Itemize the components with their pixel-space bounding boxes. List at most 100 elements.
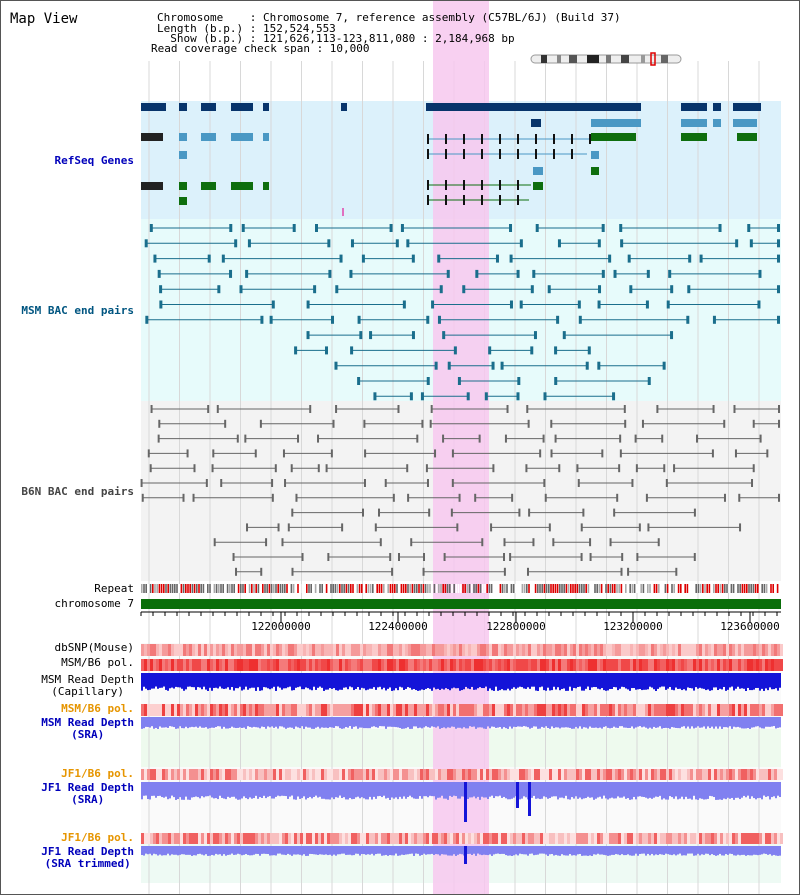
track-label-repeat[interactable]: Repeat	[94, 582, 134, 595]
jf1-depth-trimmed-bar	[417, 846, 419, 854]
jf1-depth-sra-bar	[573, 782, 575, 799]
jf1-depth-sra-bar	[185, 782, 187, 797]
dbsnp-cell	[507, 644, 510, 656]
jf1-depth-sra-bar	[147, 782, 149, 800]
jf1-b6-pol2-cell	[543, 833, 546, 844]
jf1-b6-pol-cell	[327, 769, 330, 780]
repeat-element	[528, 584, 530, 593]
jf1-depth-trimmed-bar	[523, 846, 525, 855]
track-label-msm-b6-pol[interactable]: MSM/B6 pol.	[61, 656, 134, 669]
jf1-depth-sra-bar	[375, 782, 377, 799]
msm-depth-capillary-bar	[473, 673, 475, 690]
jf1-depth-sra-bar	[577, 782, 579, 799]
msm-bac-end	[647, 377, 651, 385]
jf1-depth-sra-bar	[459, 782, 461, 799]
repeat-element	[352, 584, 354, 593]
track-label-refseq[interactable]: RefSeq Genes	[54, 154, 134, 167]
msm-depth-sra-bar	[175, 717, 177, 729]
repeat-element	[743, 584, 746, 593]
jf1-b6-pol-cell	[462, 769, 465, 780]
msm-depth-sra-bar	[365, 717, 367, 729]
repeat-element	[517, 584, 519, 593]
track-label-msm-depth-sra[interactable]: MSM Read Depth (SRA)	[41, 716, 134, 741]
msm-b6-pol2-cell	[237, 704, 240, 716]
msm-bac-end	[585, 361, 589, 370]
dbsnp-cell	[711, 644, 714, 656]
dbsnp-cell	[456, 644, 459, 656]
track-label-b6n-bac[interactable]: B6N BAC end pairs	[21, 485, 134, 498]
track-label-msm-depth-capillary[interactable]: MSM Read Depth (Capillary)	[41, 673, 134, 698]
msm-depth-capillary-bar	[747, 673, 749, 688]
track-label-msm-b6-pol-2[interactable]: MSM/B6 pol.	[61, 702, 134, 715]
refseq-gene	[201, 182, 216, 190]
jf1-depth-trimmed-bar	[145, 846, 147, 854]
jf1-depth-sra-bar	[661, 782, 663, 800]
msm-depth-sra-bar	[779, 717, 781, 728]
msm-depth-sra-bar	[329, 717, 331, 728]
msm-b6-pol2-cell	[762, 704, 765, 716]
jf1-b6-pol2-cell	[741, 833, 744, 844]
jf1-b6-pol-cell	[267, 769, 270, 780]
msm-b6-pol-cell	[192, 659, 195, 671]
jf1-b6-pol2-cell	[456, 833, 459, 844]
msm-depth-sra-bar	[331, 717, 333, 728]
msm-depth-capillary-bar	[479, 673, 481, 688]
track-label-jf1-depth-sra[interactable]: JF1 Read Depth (SRA)	[41, 781, 134, 806]
repeat-element	[178, 584, 180, 593]
jf1-depth-trimmed-bar	[715, 846, 717, 856]
msm-b6-pol-cell	[273, 659, 276, 671]
jf1-depth-sra-bar	[423, 782, 425, 797]
msm-depth-capillary-bar	[349, 673, 351, 687]
refseq-gene	[141, 182, 163, 190]
msm-b6-pol2-cell	[468, 704, 471, 716]
jf1-b6-pol-cell	[264, 769, 267, 780]
msm-b6-pol2-cell	[159, 704, 162, 716]
msm-depth-capillary-bar	[143, 673, 145, 687]
refseq-exon	[553, 149, 555, 159]
msm-depth-capillary-bar	[363, 673, 365, 689]
dbsnp-cell	[345, 644, 348, 656]
msm-depth-capillary-bar	[283, 673, 285, 689]
jf1-b6-pol-cell	[438, 769, 441, 780]
jf1-b6-pol-cell	[771, 769, 774, 780]
jf1-depth-trimmed-bar	[557, 846, 559, 856]
repeat-element	[565, 584, 568, 593]
msm-depth-sra-bar	[565, 717, 567, 728]
msm-depth-capillary-bar	[159, 673, 161, 688]
b6n-bac-end	[277, 523, 280, 532]
jf1-depth-sra-bar	[539, 782, 541, 800]
repeat-element	[343, 584, 345, 593]
track-label-jf1-depth-trimmed[interactable]: JF1 Read Depth (SRA trimmed)	[41, 845, 134, 870]
track-label-jf1-b6-pol[interactable]: JF1/B6 pol.	[61, 767, 134, 780]
msm-depth-capillary-bar	[371, 673, 373, 689]
jf1-depth-sra-bar	[289, 782, 291, 797]
repeat-element	[413, 584, 416, 593]
jf1-b6-pol2-cell	[627, 833, 630, 844]
track-label-msm-bac[interactable]: MSM BAC end pairs	[21, 304, 134, 317]
msm-depth-capillary-bar	[515, 673, 517, 689]
msm-b6-pol-cell	[780, 659, 783, 671]
msm-depth-capillary-bar	[613, 673, 615, 688]
msm-depth-sra-bar	[319, 717, 321, 729]
msm-depth-sra-bar	[197, 717, 199, 728]
jf1-depth-sra-bar	[417, 782, 419, 799]
refseq-gene	[733, 103, 761, 111]
track-label-jf1-b6-pol-2[interactable]: JF1/B6 pol.	[61, 831, 134, 844]
msm-depth-sra-bar	[559, 717, 561, 729]
msm-depth-sra-bar	[569, 717, 571, 728]
track-label-dbsnp[interactable]: dbSNP(Mouse)	[54, 641, 134, 654]
track-label-chromosome[interactable]: chromosome 7	[54, 597, 134, 610]
jf1-depth-sra-bar	[277, 782, 279, 796]
jf1-depth-trimmed-bar	[695, 846, 697, 856]
jf1-b6-pol-cell	[603, 769, 606, 780]
msm-b6-pol2-cell	[504, 704, 507, 716]
chromosome-bar	[141, 599, 781, 609]
jf1-b6-pol2-cell	[336, 833, 339, 844]
msm-b6-pol2-cell	[729, 704, 732, 716]
repeat-element	[215, 584, 218, 593]
jf1-b6-pol2-cell	[186, 833, 189, 844]
msm-b6-pol2-cell	[144, 704, 147, 716]
jf1-b6-pol-cell	[573, 769, 576, 780]
repeat-element	[196, 584, 198, 593]
